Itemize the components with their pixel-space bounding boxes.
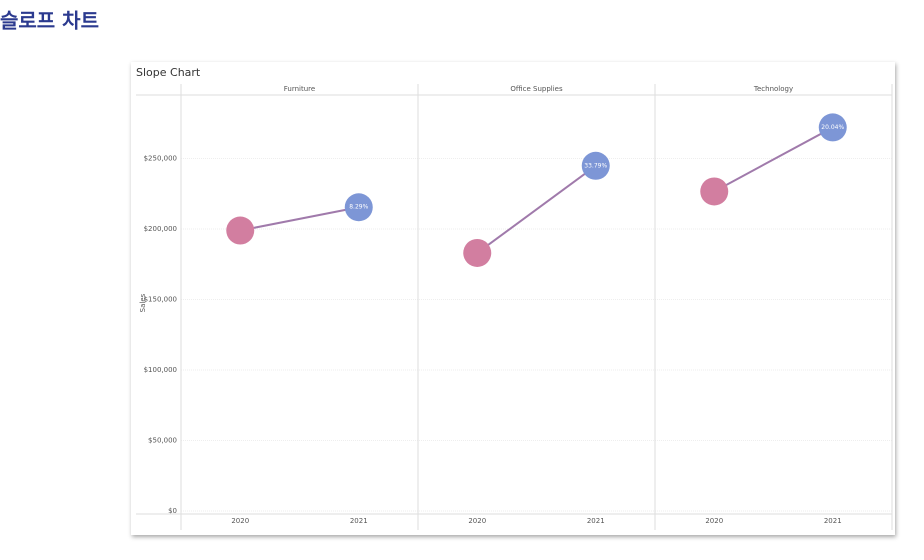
value-label: 33.79%	[584, 162, 607, 169]
y-tick-label: $250,000	[144, 154, 177, 162]
x-tick-label: 2020	[231, 517, 249, 525]
value-label: 20.04%	[821, 124, 844, 131]
y-axis-label: Sales	[139, 293, 147, 312]
slope-line	[476, 164, 597, 254]
y-tick-label: $150,000	[144, 295, 177, 303]
y-tick-label: $50,000	[148, 436, 177, 444]
slope-line	[240, 206, 359, 232]
panel-header: Office Supplies	[510, 85, 563, 93]
y-tick-label: $0	[168, 507, 177, 515]
chart-card	[131, 62, 895, 535]
point	[344, 193, 373, 222]
point	[700, 177, 729, 206]
x-tick-label: 2020	[468, 517, 486, 525]
point	[581, 151, 610, 180]
panel-header: Technology	[753, 85, 793, 93]
point	[226, 216, 255, 245]
chart-title: Slope Chart	[136, 66, 201, 79]
value-label: 8.29%	[349, 204, 368, 211]
point	[818, 113, 847, 142]
y-tick-label: $200,000	[144, 225, 177, 233]
point	[463, 238, 492, 267]
x-tick-label: 2021	[587, 517, 605, 525]
plot: $0 $50,000 $100,000 $150,000 $200,000 $250,00…	[136, 84, 893, 530]
y-tick-label: $100,000	[144, 366, 177, 374]
panel-header: Furniture	[284, 85, 315, 93]
x-tick-label: 2021	[350, 517, 368, 525]
page-heading: 슬로프 차트	[0, 9, 99, 33]
x-tick-label: 2020	[705, 517, 723, 525]
slope-line	[713, 126, 834, 193]
x-tick-label: 2021	[824, 517, 842, 525]
